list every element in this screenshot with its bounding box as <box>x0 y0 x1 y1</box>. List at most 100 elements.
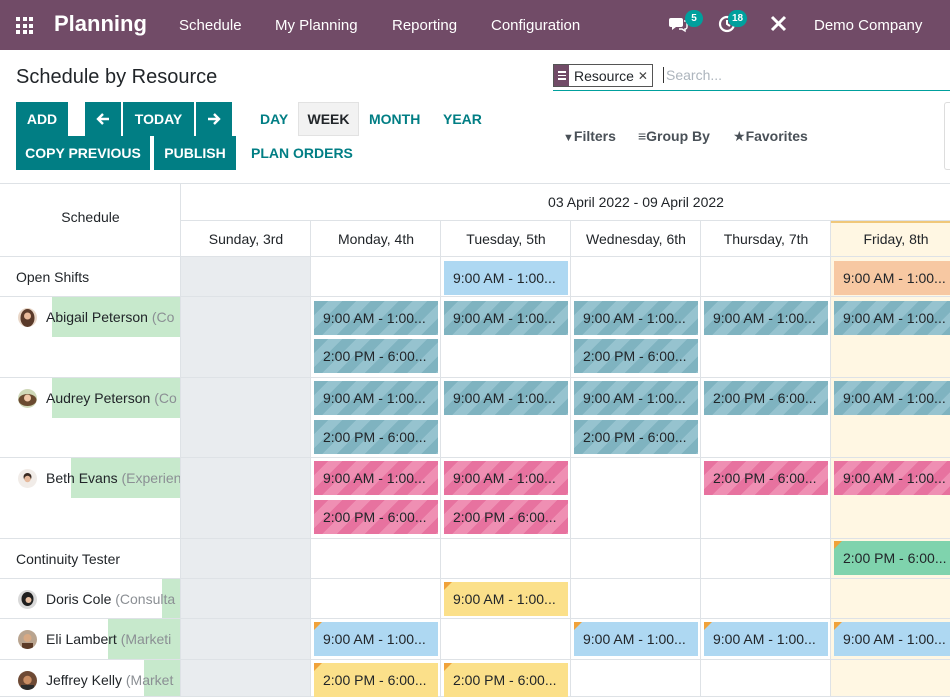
activity-badge: 18 <box>728 10 748 27</box>
shift-pill[interactable]: 9:00 AM - 1:00... <box>834 381 950 415</box>
avatar <box>18 630 37 649</box>
shift-pill[interactable]: 9:00 AM - 1:00... <box>574 301 698 335</box>
menu-my-planning[interactable]: My Planning <box>275 17 358 34</box>
publish-button[interactable]: PUBLISH <box>154 136 236 170</box>
shift-pill[interactable]: 9:00 AM - 1:00... <box>704 622 828 656</box>
arrow-left-icon <box>96 113 109 125</box>
shift-pill[interactable]: 9:00 AM - 1:00... <box>444 301 568 335</box>
plan-orders-button[interactable]: PLAN ORDERS <box>251 145 353 161</box>
group-by-label: Group By <box>646 128 710 144</box>
range-header-cell <box>181 184 950 221</box>
day-label: Wednesday, 6th <box>586 231 686 247</box>
shift-pill[interactable]: 9:00 AM - 1:00... <box>834 622 950 656</box>
filters-dropdown[interactable]: ▼Filters <box>563 128 616 144</box>
scale-week[interactable]: WEEK <box>298 102 359 136</box>
row-name: Beth Evans <box>46 470 118 486</box>
shift-pill[interactable]: 2:00 PM - 6:00... <box>314 663 438 697</box>
shift-pill[interactable]: 9:00 AM - 1:00... <box>834 301 950 335</box>
search-input[interactable]: Search... <box>663 67 722 83</box>
arrow-right-icon <box>208 113 221 125</box>
gantt-grid: Schedule 03 April 2022 - 09 April 2022 S… <box>0 183 950 697</box>
shift-pill[interactable]: 2:00 PM - 6:00... <box>704 461 828 495</box>
shift-pill[interactable]: 9:00 AM - 1:00... <box>444 261 568 295</box>
previous-button[interactable] <box>85 102 121 136</box>
shift-pill[interactable]: 9:00 AM - 1:00... <box>444 461 568 495</box>
row-name: Eli Lambert <box>46 631 117 647</box>
debug-tools-icon[interactable] <box>770 15 787 37</box>
row-role: (Co <box>154 390 177 406</box>
day-label: Sunday, 3rd <box>208 231 284 247</box>
shift-pill[interactable]: 9:00 AM - 1:00... <box>834 261 950 295</box>
row-audrey-peterson[interactable]: Audrey Peterson (Co <box>0 378 181 458</box>
day-label: Monday, 4th <box>337 231 414 247</box>
day-label: Friday, 8th <box>863 231 929 247</box>
scale-year[interactable]: YEAR <box>443 111 482 127</box>
day-header-tuesday <box>441 221 571 257</box>
row-open-shifts[interactable]: Open Shifts <box>0 257 181 297</box>
day-header-monday <box>311 221 441 257</box>
shift-pill[interactable]: 9:00 AM - 1:00... <box>574 381 698 415</box>
apps-menu-icon[interactable] <box>16 17 33 34</box>
allocation-bar <box>52 378 180 418</box>
row-name: Jeffrey Kelly <box>46 672 122 688</box>
add-button[interactable]: ADD <box>16 102 68 136</box>
allocation-bar <box>108 619 180 659</box>
row-abigail-peterson[interactable]: Abigail Peterson (Co <box>0 297 181 378</box>
row-beth-evans[interactable]: Beth Evans (Experien <box>0 458 181 539</box>
scale-month[interactable]: MONTH <box>369 111 421 127</box>
shift-pill[interactable]: 9:00 AM - 1:00... <box>444 582 568 616</box>
shift-pill[interactable]: 2:00 PM - 6:00... <box>574 339 698 373</box>
chat-badge: 5 <box>685 10 703 27</box>
shift-pill[interactable]: 2:00 PM - 6:00... <box>314 339 438 373</box>
day-header-sunday <box>181 221 311 257</box>
row-name: Continuity Tester <box>16 551 121 567</box>
shift-pill[interactable]: 9:00 AM - 1:00... <box>444 381 568 415</box>
row-jeffrey-kelly[interactable]: Jeffrey Kelly (Market <box>0 660 181 697</box>
remove-facet-icon[interactable]: ✕ <box>637 68 648 83</box>
allocation-bar <box>144 660 180 696</box>
shift-pill[interactable]: 9:00 AM - 1:00... <box>314 622 438 656</box>
allocation-bar <box>162 579 180 618</box>
sunday-column <box>181 257 311 697</box>
row-continuity-tester[interactable]: Continuity Tester <box>0 539 181 579</box>
menu-configuration[interactable]: Configuration <box>491 17 581 34</box>
shift-pill[interactable]: 2:00 PM - 6:00... <box>444 500 568 534</box>
avatar <box>18 671 37 690</box>
shift-pill[interactable]: 9:00 AM - 1:00... <box>314 381 438 415</box>
next-button[interactable] <box>196 102 232 136</box>
group-by-dropdown[interactable]: ≡Group By <box>638 128 710 144</box>
schedule-header-label: Schedule <box>61 209 120 225</box>
row-name: Open Shifts <box>16 269 90 285</box>
day-label: Thursday, 7th <box>723 231 809 247</box>
shift-pill[interactable]: 9:00 AM - 1:00... <box>834 461 950 495</box>
day-header-wednesday <box>571 221 701 257</box>
shift-pill[interactable]: 2:00 PM - 6:00... <box>574 420 698 454</box>
menu-reporting[interactable]: Reporting <box>392 17 458 34</box>
allocation-bar <box>52 297 180 337</box>
star-icon: ★ <box>733 128 746 144</box>
page-title: Schedule by Resource <box>16 66 218 88</box>
copy-previous-button[interactable]: COPY PREVIOUS <box>16 136 150 170</box>
shift-pill[interactable]: 9:00 AM - 1:00... <box>574 622 698 656</box>
day-header-friday-today <box>831 221 950 257</box>
avatar <box>18 389 37 408</box>
favorites-dropdown[interactable]: ★Favorites <box>733 128 808 145</box>
row-name: Doris Cole <box>46 591 112 607</box>
scale-day[interactable]: DAY <box>260 111 289 127</box>
shift-pill[interactable]: 2:00 PM - 6:00... <box>314 420 438 454</box>
shift-pill[interactable]: 9:00 AM - 1:00... <box>314 461 438 495</box>
schedule-header-cell <box>0 184 181 257</box>
avatar <box>18 590 37 609</box>
shift-pill[interactable]: 2:00 PM - 6:00... <box>834 541 950 575</box>
company-switcher[interactable]: Demo Company <box>814 17 923 34</box>
menu-schedule[interactable]: Schedule <box>179 17 242 34</box>
shift-pill[interactable]: 2:00 PM - 6:00... <box>314 500 438 534</box>
shift-pill[interactable]: 9:00 AM - 1:00... <box>314 301 438 335</box>
row-doris-cole[interactable]: Doris Cole (Consulta <box>0 579 181 619</box>
shift-pill[interactable]: 9:00 AM - 1:00... <box>704 301 828 335</box>
app-brand[interactable]: Planning <box>54 11 147 36</box>
shift-pill[interactable]: 2:00 PM - 6:00... <box>444 663 568 697</box>
shift-pill[interactable]: 2:00 PM - 6:00... <box>704 381 828 415</box>
row-eli-lambert[interactable]: Eli Lambert (Marketi <box>0 619 181 660</box>
today-button[interactable]: TODAY <box>123 102 194 136</box>
